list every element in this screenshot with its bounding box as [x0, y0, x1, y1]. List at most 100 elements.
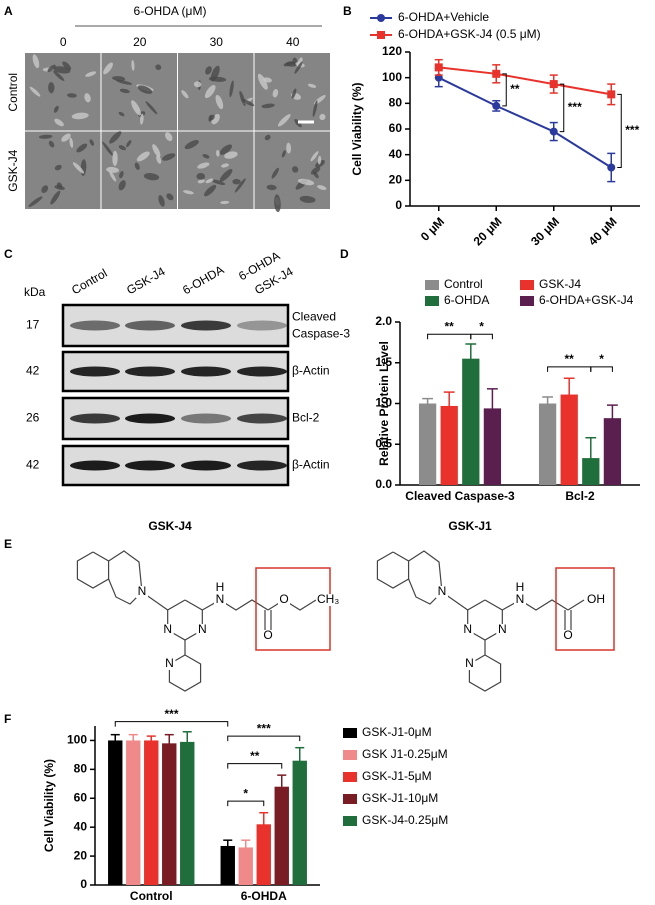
cell — [261, 103, 275, 109]
cell — [41, 185, 49, 194]
atom-mask — [161, 624, 174, 636]
point — [492, 69, 501, 78]
cell — [219, 169, 233, 182]
atom-mask — [196, 624, 209, 636]
band — [125, 413, 175, 424]
y-tick-label: 20 — [74, 848, 88, 862]
bar — [108, 740, 123, 885]
legend-swatch — [343, 816, 357, 826]
panel-label: A — [4, 4, 13, 18]
x-tick-label: 0 μM — [418, 214, 447, 243]
point — [492, 101, 501, 110]
cell — [118, 145, 127, 151]
cell — [215, 94, 224, 110]
micrograph-title: 6-OHDA (μM) — [134, 4, 207, 18]
cell — [48, 81, 55, 94]
cell — [71, 112, 89, 120]
cell — [56, 182, 63, 189]
cell — [152, 144, 161, 158]
atom-label: N — [198, 622, 207, 636]
y-axis-label: Cell Viability (%) — [42, 759, 56, 852]
y-tick-label: 100 — [382, 70, 402, 84]
band — [237, 460, 287, 471]
cell — [54, 164, 62, 171]
cell — [48, 140, 55, 148]
panel-label: E — [4, 537, 12, 551]
column-label: 0 — [60, 35, 67, 49]
highlight-box — [255, 567, 331, 651]
column-label: 20 — [133, 35, 147, 49]
cell — [53, 105, 59, 113]
lane-label: GSK-J4 — [124, 264, 168, 297]
cell — [32, 54, 40, 69]
x-tick-label: Bcl-2 — [565, 489, 595, 503]
cell — [115, 79, 133, 85]
bar — [538, 403, 557, 485]
cell — [319, 113, 326, 121]
cell — [131, 100, 141, 116]
annotation: ** — [565, 352, 575, 366]
cell — [317, 185, 327, 191]
cell — [193, 81, 202, 88]
annotation: ** — [510, 82, 520, 96]
cell — [291, 88, 297, 99]
cell — [112, 76, 126, 81]
annotation: * — [243, 786, 248, 800]
atom-label: H — [216, 580, 225, 594]
legend-label: 6-OHDA — [444, 293, 489, 307]
cell — [145, 101, 158, 115]
y-tick-label: 80 — [389, 96, 403, 110]
legend-label: 6-OHDA+Vehicle — [398, 10, 489, 24]
cell — [281, 150, 286, 158]
cell — [294, 61, 303, 74]
blot-label: β-Actin — [292, 458, 330, 472]
cell — [118, 180, 126, 191]
bracket — [617, 93, 622, 168]
legend-swatch — [520, 280, 534, 290]
point — [377, 31, 385, 39]
cell — [184, 139, 199, 150]
cell — [134, 162, 140, 170]
bracket — [227, 800, 265, 807]
cell — [38, 134, 53, 139]
atom-label: N — [165, 656, 174, 670]
micrograph-image — [101, 53, 177, 131]
atom-label: CH₃ — [317, 592, 339, 606]
legend-swatch — [343, 750, 357, 760]
cell — [166, 193, 174, 201]
bracket — [547, 366, 592, 372]
line — [438, 76, 612, 169]
cell — [310, 166, 321, 175]
column-label: 30 — [210, 35, 224, 49]
cell — [103, 62, 113, 75]
kda-label: kDa — [24, 285, 46, 299]
y-tick-label: 0.5 — [375, 436, 392, 450]
bar — [180, 741, 195, 885]
kda-value: 26 — [26, 411, 40, 425]
annotation: *** — [164, 707, 178, 721]
cell — [272, 88, 279, 98]
bar — [220, 845, 235, 885]
cell — [112, 150, 118, 167]
cell — [234, 178, 246, 193]
cell — [202, 154, 210, 159]
cell — [271, 167, 279, 179]
band — [70, 460, 120, 471]
cell — [183, 190, 194, 195]
cell — [286, 142, 292, 154]
bar — [582, 458, 600, 485]
kda-value: 42 — [26, 364, 40, 378]
y-tick-label: 0.0 — [375, 477, 392, 491]
bracket — [227, 763, 283, 769]
x-tick-label: 6-OHDA — [241, 889, 287, 903]
atom-label: OH — [587, 592, 605, 606]
atom-label: N — [216, 592, 225, 606]
cell — [158, 195, 165, 207]
band — [125, 366, 175, 377]
y-tick-label: 2.0 — [375, 314, 392, 328]
cell — [50, 190, 61, 205]
cell — [208, 114, 213, 122]
bracket — [114, 721, 229, 727]
